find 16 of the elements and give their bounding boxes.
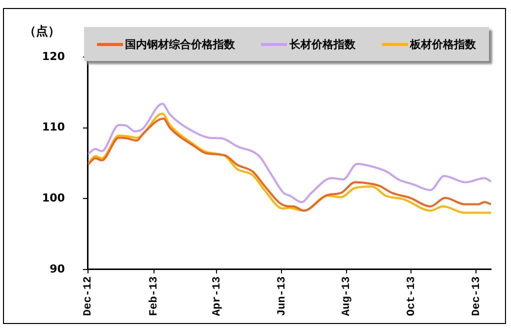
legend-label: 长材价格指数 bbox=[289, 36, 356, 52]
line-series bbox=[88, 102, 491, 204]
x-tick-label: Jun-13 bbox=[276, 276, 288, 316]
x-tick-label: Dec-12 bbox=[82, 276, 95, 316]
x-tick-label: Apr-13 bbox=[211, 276, 224, 316]
y-tick-label: 100 bbox=[42, 191, 66, 204]
x-tick-label: Feb-13 bbox=[148, 276, 161, 316]
y-tick-label: 90 bbox=[50, 262, 66, 276]
y-tick-label: 110 bbox=[42, 120, 66, 134]
x-tick-label: Oct-13 bbox=[406, 276, 418, 316]
legend-label: 国内钢材综合价格指数 bbox=[125, 36, 236, 52]
y-axis-title: （点） bbox=[24, 23, 60, 40]
y-tick-label: 120 bbox=[42, 50, 66, 63]
x-tick-label: Aug-13 bbox=[341, 276, 354, 316]
x-tick-label: Dec-13 bbox=[470, 276, 483, 316]
legend-label: 板材价格指数 bbox=[410, 36, 476, 52]
